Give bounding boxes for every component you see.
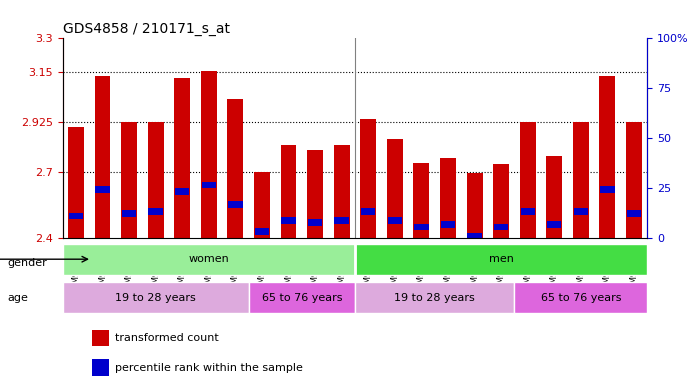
Bar [441, 222, 455, 228]
Bar [308, 219, 322, 226]
Bar [148, 122, 164, 238]
Bar [307, 151, 323, 238]
Text: transformed count: transformed count [116, 333, 219, 343]
Bar [201, 71, 216, 238]
Bar [95, 186, 110, 193]
Bar [414, 223, 429, 230]
FancyBboxPatch shape [355, 244, 647, 275]
Bar [333, 145, 349, 238]
FancyBboxPatch shape [514, 282, 647, 313]
Text: women: women [189, 254, 229, 264]
Bar [254, 172, 270, 238]
Text: 65 to 76 years: 65 to 76 years [262, 293, 342, 303]
Bar [121, 122, 137, 238]
Bar [69, 213, 83, 219]
Bar [493, 164, 509, 238]
Bar [281, 217, 296, 223]
Text: GDS4858 / 210171_s_at: GDS4858 / 210171_s_at [63, 22, 230, 36]
Bar [68, 127, 84, 238]
Text: gender: gender [7, 258, 47, 268]
Text: 19 to 28 years: 19 to 28 years [116, 293, 196, 303]
Bar [228, 202, 242, 208]
Bar [255, 228, 269, 235]
Bar [627, 210, 641, 217]
Bar [361, 119, 377, 238]
Bar [387, 139, 403, 238]
Bar [388, 217, 402, 223]
Bar [122, 210, 136, 217]
Bar [600, 186, 615, 193]
Bar [574, 208, 588, 215]
Text: men: men [489, 254, 514, 264]
Bar [466, 173, 482, 238]
FancyBboxPatch shape [355, 282, 514, 313]
Bar [335, 217, 349, 223]
Bar [361, 208, 375, 215]
Bar [92, 359, 109, 376]
Bar [599, 76, 615, 238]
Text: percentile rank within the sample: percentile rank within the sample [116, 362, 303, 373]
Bar [626, 122, 642, 238]
Text: 65 to 76 years: 65 to 76 years [541, 293, 621, 303]
Bar [148, 208, 163, 215]
FancyBboxPatch shape [63, 282, 248, 313]
Bar [440, 158, 456, 238]
Bar [573, 122, 589, 238]
FancyBboxPatch shape [248, 282, 355, 313]
Bar [174, 78, 190, 238]
Bar [546, 156, 562, 238]
Bar [175, 188, 189, 195]
FancyBboxPatch shape [63, 244, 355, 275]
Bar [494, 223, 508, 230]
Bar [468, 233, 482, 239]
Bar [521, 208, 535, 215]
Bar [95, 76, 111, 238]
Bar [228, 99, 244, 238]
Text: 19 to 28 years: 19 to 28 years [395, 293, 475, 303]
Bar [92, 330, 109, 346]
Bar [413, 163, 429, 238]
Bar [520, 122, 536, 238]
Bar [280, 145, 296, 238]
Text: age: age [7, 293, 28, 303]
Bar [547, 222, 562, 228]
Bar [202, 182, 216, 188]
